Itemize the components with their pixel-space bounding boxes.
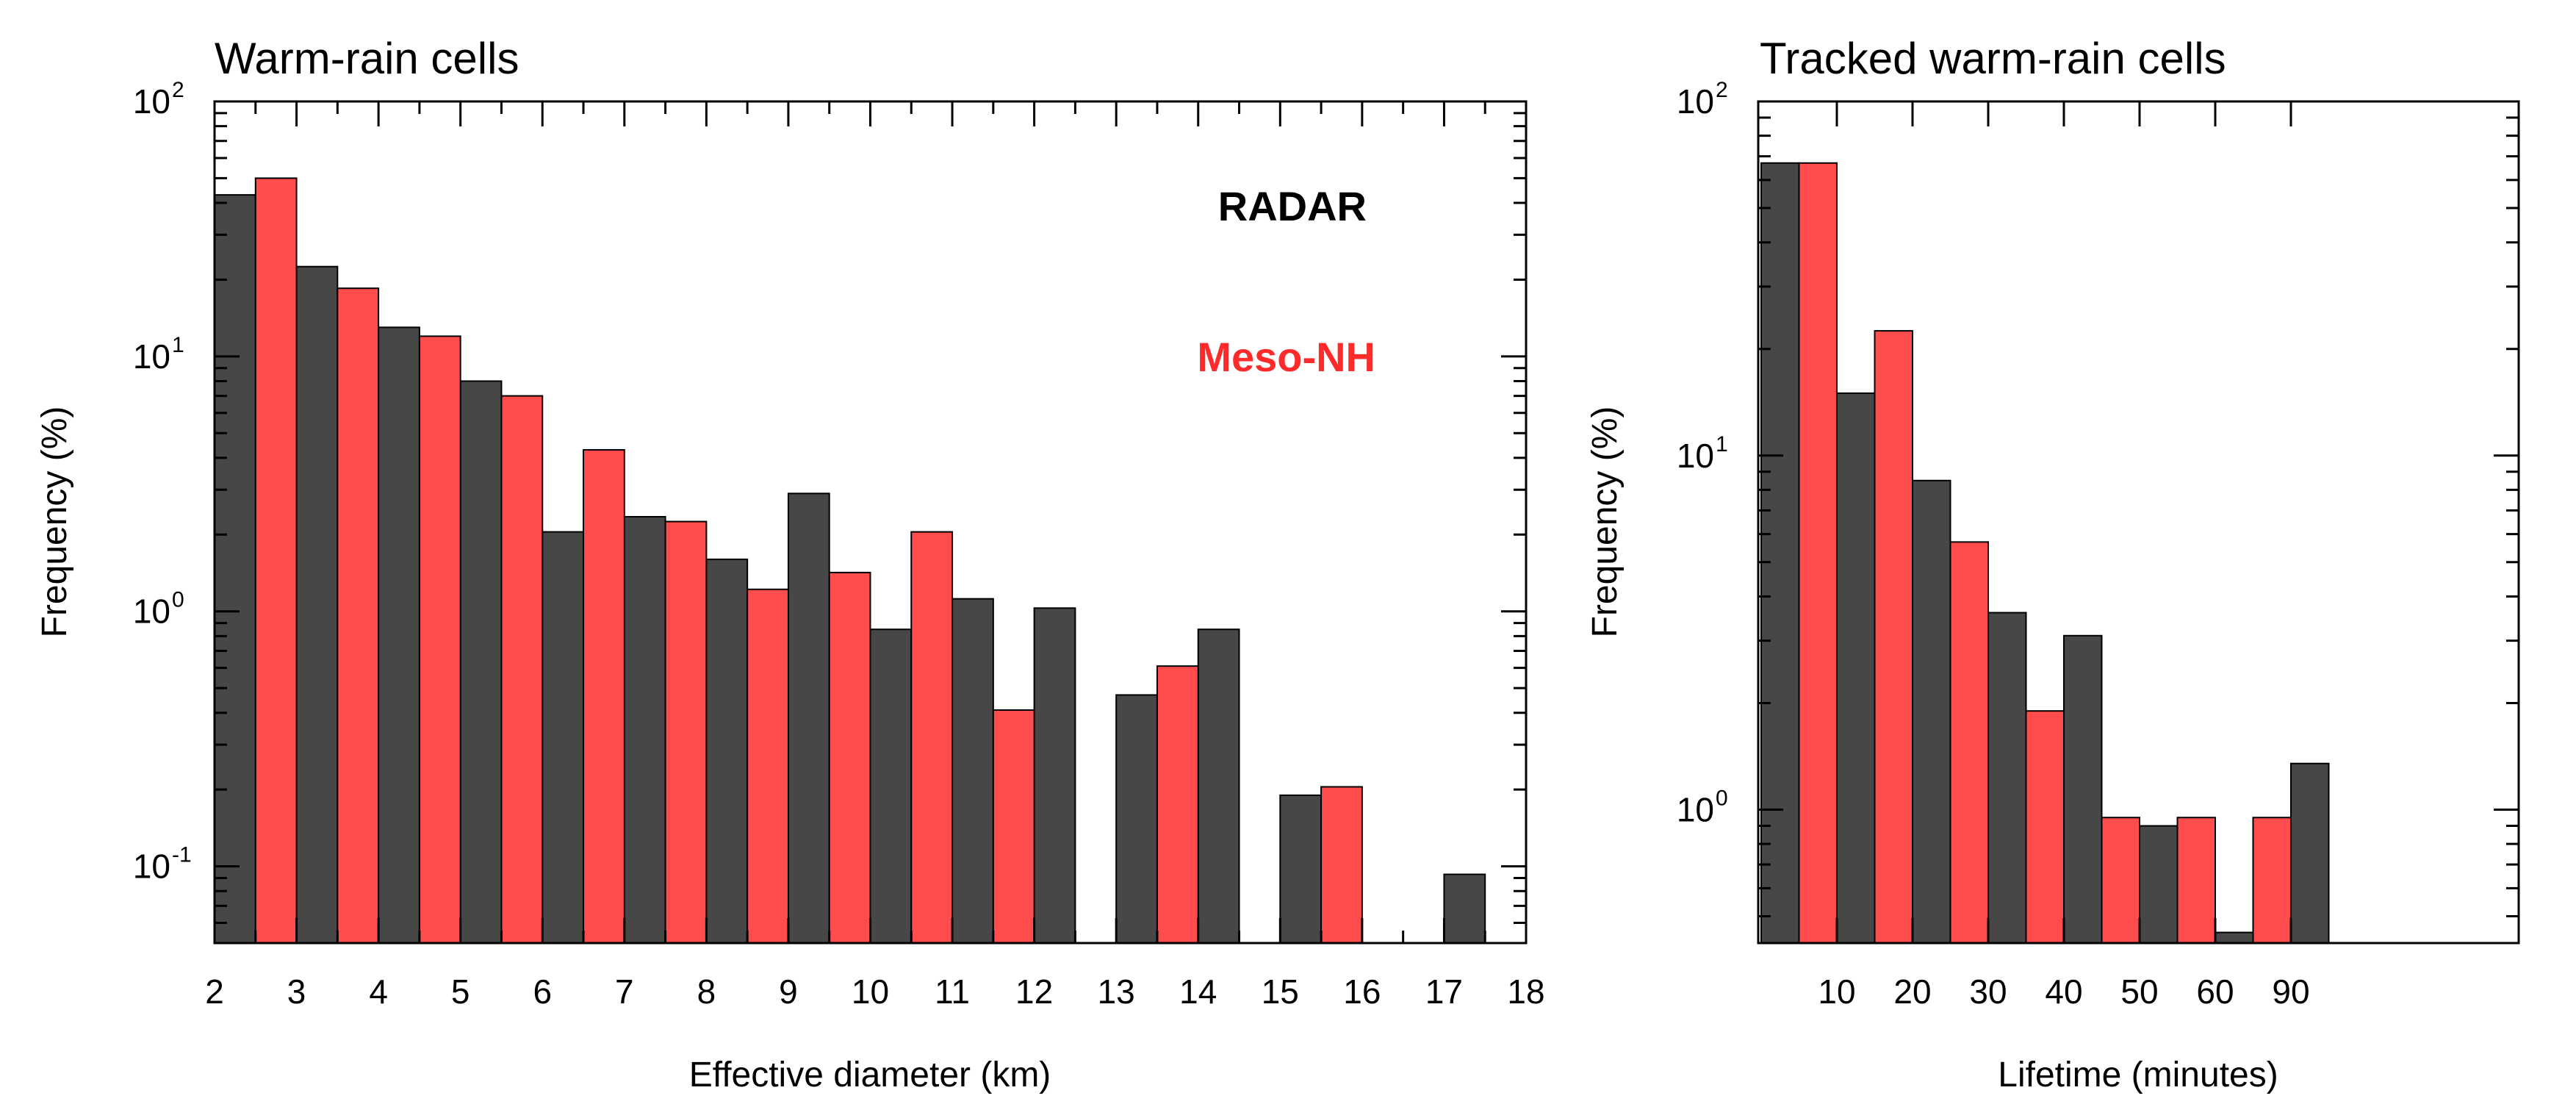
- legend-radar: RADAR: [1218, 183, 1367, 229]
- p2-xtick-label-5: 60: [2196, 972, 2234, 1011]
- p2-ytick-exponent-2: 0: [1716, 786, 1728, 811]
- p2-bar-meso-nh-6: [2252, 817, 2292, 944]
- p1-bar-radar-13: [1279, 794, 1323, 944]
- p1-bar-radar-3: [459, 380, 503, 944]
- p2-bar-radar-3: [1987, 612, 2027, 944]
- p2-bar-meso-nh-1: [1874, 330, 1913, 944]
- p1-xtick-label-9: 11: [935, 972, 970, 1011]
- p1-xtick-label-2: 4: [369, 972, 388, 1011]
- p1-bar-radar-6: [705, 558, 749, 944]
- p1-bar-meso-nh-7: [828, 571, 871, 944]
- p1-bar-meso-nh-11: [1320, 786, 1363, 944]
- p1-xtick-label-7: 9: [779, 972, 798, 1011]
- p1-xtick-label-6: 8: [697, 972, 716, 1011]
- p1-bar-radar-2: [378, 326, 420, 944]
- p1-xtick-label-5: 7: [615, 972, 634, 1011]
- p2-xtick-label-1: 20: [1893, 972, 1931, 1011]
- p1-bar-radar-8: [869, 628, 913, 944]
- p1-xtick-label-11: 13: [1098, 972, 1135, 1011]
- p1-bar-radar-1: [295, 265, 339, 945]
- p1-xtick-label-3: 5: [451, 972, 470, 1011]
- p2-bar-meso-nh-0: [1798, 162, 1838, 945]
- p2-bar-meso-nh-3: [2025, 710, 2065, 944]
- p2-ytick-label-0: 10: [1677, 82, 1714, 121]
- panel2-x-tick-labels: 10 20 30 40 50 60 90: [1818, 972, 2309, 1011]
- p1-bar-radar-0: [214, 194, 256, 944]
- panel1-x-tick-labels: 2 3 4 5 6 7 8 9 10 11 12 13 14 15 16 17 18: [205, 972, 1544, 1011]
- p1-bar-meso-nh-9: [992, 709, 1035, 944]
- p2-xtick-label-2: 30: [1969, 972, 2007, 1011]
- panel1-bars: [214, 177, 1486, 945]
- p1-xtick-label-8: 10: [852, 972, 889, 1011]
- p2-bar-meso-nh-5: [2176, 817, 2216, 944]
- p2-ytick-exponent-1: 1: [1716, 432, 1728, 456]
- p1-bar-meso-nh-8: [910, 531, 954, 944]
- legend-meso-nh: Meso-NH: [1197, 334, 1375, 380]
- p1-bar-radar-4: [542, 531, 585, 944]
- p2-xtick-label-3: 40: [2045, 972, 2082, 1011]
- p1-bar-meso-nh-6: [746, 588, 789, 944]
- panel1-title: Warm-rain cells: [215, 34, 519, 83]
- p2-bar-radar-7: [2290, 762, 2330, 945]
- panel1-y-axis-label: Frequency (%): [35, 406, 74, 638]
- p1-ytick-exponent-3: -1: [172, 843, 192, 867]
- p2-bar-radar-6: [2215, 931, 2254, 944]
- p1-xtick-label-0: 2: [205, 972, 224, 1011]
- p1-ytick-label-0: 10: [133, 82, 170, 121]
- p1-bar-radar-14: [1443, 873, 1486, 945]
- p1-xtick-label-12: 14: [1179, 972, 1217, 1011]
- p1-xtick-label-14: 16: [1343, 972, 1381, 1011]
- p1-bar-radar-9: [951, 598, 994, 945]
- p2-xtick-label-4: 50: [2120, 972, 2158, 1011]
- p2-ytick-exponent-0: 2: [1716, 78, 1728, 102]
- p2-bar-meso-nh-2: [1949, 541, 1989, 944]
- p1-bar-radar-10: [1033, 607, 1076, 944]
- p1-xtick-label-1: 3: [287, 972, 306, 1011]
- p1-ytick-label-2: 10: [133, 592, 170, 631]
- panel2-x-axis-label: Lifetime (minutes): [1998, 1056, 2278, 1094]
- p1-bar-meso-nh-1: [337, 287, 380, 944]
- panel-warm-rain-cells: Warm-rain cells 2 3 4 5 6 7 8 9 10 11 12 13 14 15 16 17…: [35, 34, 1545, 1094]
- p1-ytick-label-1: 10: [133, 337, 170, 376]
- p1-xtick-label-4: 6: [533, 972, 552, 1011]
- panel1-ticks: [213, 100, 1528, 945]
- panel2-ticks: [1758, 100, 2519, 943]
- panel2-bars: [1760, 162, 2330, 945]
- p2-bar-meso-nh-4: [2101, 817, 2140, 944]
- p2-bar-radar-1: [1836, 392, 1876, 944]
- p1-bar-meso-nh-4: [583, 448, 625, 944]
- p1-bar-radar-12: [1197, 628, 1240, 944]
- panel1-x-axis-label: Effective diameter (km): [689, 1056, 1051, 1094]
- panel-tracked-warm-rain-cells: Tracked warm-rain cells 10 20 30 40 50 60 90 1…: [1586, 34, 2520, 1094]
- p1-ytick-label-3: 10: [133, 848, 170, 886]
- p2-bar-radar-4: [2063, 634, 2103, 945]
- p2-ytick-label-2: 10: [1677, 791, 1714, 829]
- panel2-y-axis-label: Frequency (%): [1586, 406, 1625, 638]
- p1-bar-meso-nh-0: [254, 177, 298, 945]
- p1-ytick-exponent-1: 1: [172, 333, 184, 357]
- p2-xtick-label-6: 90: [2272, 972, 2309, 1011]
- p1-bar-radar-7: [787, 492, 830, 944]
- p1-bar-meso-nh-3: [500, 395, 544, 944]
- p2-bar-radar-2: [1912, 479, 1951, 944]
- p1-bar-meso-nh-2: [418, 335, 461, 945]
- p1-xtick-label-15: 17: [1425, 972, 1463, 1011]
- p2-xtick-label-0: 10: [1818, 972, 1855, 1011]
- p1-xtick-label-16: 18: [1507, 972, 1544, 1011]
- p1-bar-radar-11: [1115, 694, 1158, 944]
- p1-bar-radar-5: [623, 516, 666, 944]
- p1-xtick-label-13: 15: [1262, 972, 1299, 1011]
- panel2-title: Tracked warm-rain cells: [1760, 34, 2226, 83]
- p1-ytick-exponent-2: 0: [172, 588, 184, 612]
- p1-ytick-exponent-0: 2: [172, 78, 184, 102]
- p2-bar-radar-5: [2139, 825, 2179, 944]
- p2-ytick-label-1: 10: [1677, 437, 1714, 475]
- p1-xtick-label-10: 12: [1015, 972, 1053, 1011]
- p1-bar-meso-nh-10: [1156, 665, 1199, 944]
- p1-bar-meso-nh-5: [664, 520, 708, 944]
